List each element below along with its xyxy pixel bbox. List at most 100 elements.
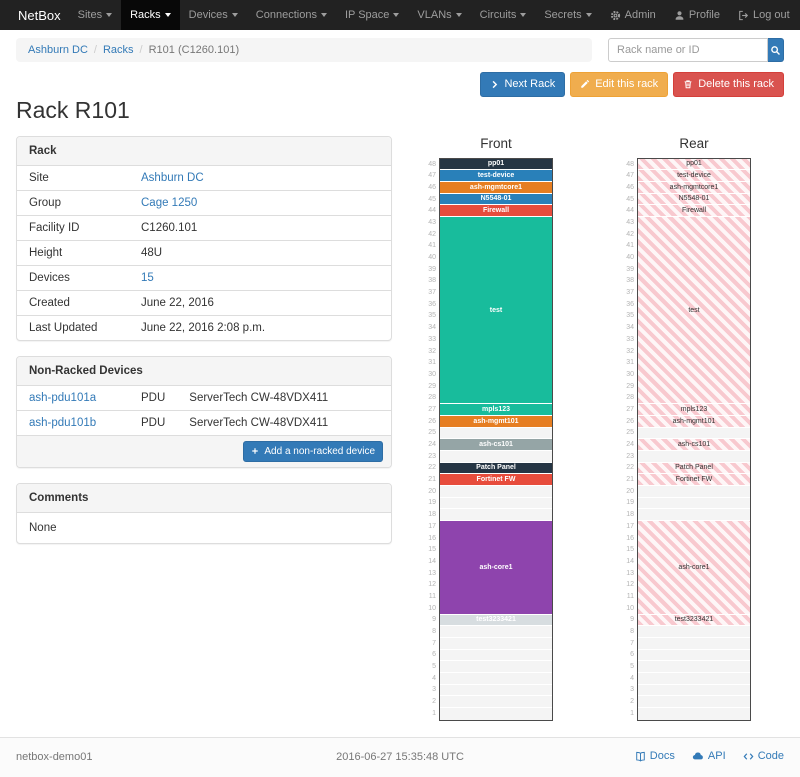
breadcrumb-link-racks[interactable]: Racks [102, 44, 134, 56]
nav-item-secrets[interactable]: Secrets [535, 0, 600, 30]
rack-empty-slot [440, 649, 552, 662]
rack-device[interactable]: test-device [440, 170, 552, 182]
device-link[interactable]: ash-pdu101a [29, 391, 97, 404]
delete-rack-button[interactable]: Delete this rack [673, 72, 784, 97]
breadcrumb-link-site[interactable]: Ashburn DC [28, 44, 88, 56]
rack-device[interactable]: test [638, 216, 750, 405]
rack-device[interactable]: test-device [638, 170, 750, 182]
unit-number: 26 [428, 417, 436, 425]
api-link[interactable]: API [692, 750, 726, 762]
unit-number: 45 [626, 195, 634, 203]
nav-item-ip-space[interactable]: IP Space [336, 0, 408, 30]
unit-number: 39 [626, 265, 634, 273]
attr-label: Created [17, 289, 129, 315]
unit-number: 31 [428, 359, 436, 367]
unit-number: 43 [626, 218, 634, 226]
nav-item-logout[interactable]: Log out [729, 0, 799, 30]
caret-down-icon [585, 13, 592, 17]
rack-device[interactable]: ash-core1 [440, 521, 552, 615]
unit-number: 38 [428, 277, 436, 285]
code-link[interactable]: Code [743, 750, 784, 762]
unit-number: 23 [626, 452, 634, 460]
group-link[interactable]: Cage 1250 [141, 196, 198, 209]
unit-number: 23 [428, 452, 436, 460]
unit-number: 8 [432, 628, 436, 635]
unit-number: 16 [626, 534, 634, 542]
pencil-icon [581, 80, 590, 88]
edit-rack-label: Edit this rack [595, 78, 659, 90]
rack-device[interactable]: pp01 [440, 158, 552, 171]
unit-number: 32 [428, 347, 436, 355]
logout-label: Log out [753, 9, 790, 21]
rack-device[interactable]: mpls123 [638, 404, 750, 416]
book-icon [636, 751, 645, 762]
docs-link[interactable]: Docs [635, 750, 675, 762]
rack-empty-slot [638, 485, 750, 498]
rack-device[interactable]: pp01 [638, 158, 750, 171]
attr-label: Last Updated [17, 314, 129, 340]
rack-device[interactable]: test3233421 [638, 614, 750, 627]
nav-item-devices[interactable]: Devices [180, 0, 247, 30]
nav-label: Connections [255, 9, 317, 21]
page-content: Next Rack Edit this rack Delete this rac… [0, 72, 800, 721]
rack-device[interactable]: Firewall [638, 205, 750, 217]
attr-label: Height [17, 239, 129, 265]
unit-number: 42 [428, 230, 436, 238]
rack-device[interactable]: Patch Panel [638, 462, 750, 475]
rack-device[interactable]: ash-core1 [638, 521, 750, 615]
trash-icon [684, 80, 692, 89]
caret-down-icon [455, 13, 462, 17]
gear-icon [610, 10, 620, 20]
caret-down-icon [231, 13, 238, 17]
nav-item-connections[interactable]: Connections [247, 0, 336, 30]
next-rack-button[interactable]: Next Rack [480, 72, 566, 97]
rack-device[interactable]: Patch Panel [440, 462, 552, 475]
rack-device[interactable]: ash-mgmtcore1 [638, 181, 750, 194]
unit-numbers-column: 48 47 46 45 44 43 42 41 40 39 38 37 36 35 34 33 32 31 30 29… [425, 158, 439, 721]
nav-item-admin[interactable]: Admin [601, 0, 665, 30]
rack-device[interactable]: N5548-01 [440, 193, 552, 206]
rack-panel: Rack Site Ashburn DC Group Cage 1250 Facil… [16, 135, 392, 341]
unit-number: 24 [626, 441, 634, 448]
rack-empty-slot [440, 626, 552, 638]
rack-device[interactable]: ash-mgmtcore1 [440, 181, 552, 194]
unit-number: 33 [626, 335, 634, 343]
unit-number: 27 [428, 405, 436, 413]
site-link[interactable]: Ashburn DC [141, 171, 204, 184]
unit-number: 48 [428, 160, 436, 168]
search-button[interactable] [768, 38, 784, 62]
rack-device[interactable]: ash-cs101 [440, 439, 552, 451]
app-brand[interactable]: NetBox [18, 7, 61, 23]
nav-item-racks[interactable]: Racks [121, 0, 180, 30]
rack-device[interactable]: ash-mgmt101 [638, 415, 750, 428]
rack-device[interactable]: test3233421 [440, 614, 552, 627]
rack-device[interactable]: ash-mgmt101 [440, 415, 552, 428]
rack-device[interactable]: test [440, 216, 552, 405]
attr-label: Site [29, 171, 49, 184]
rack-device[interactable]: mpls123 [440, 404, 552, 416]
devices-count-link[interactable]: 15 [141, 271, 154, 284]
rack-device[interactable]: ash-cs101 [638, 439, 750, 451]
unit-number: 20 [626, 487, 634, 495]
device-link[interactable]: ash-pdu101b [29, 416, 97, 429]
log-out-icon [739, 10, 749, 20]
nav-item-sites[interactable]: Sites [69, 0, 121, 30]
rack-device[interactable]: Firewall [440, 205, 552, 217]
timestamp: 2016-06-27 15:35:48 UTC [336, 751, 464, 764]
nav-item-profile[interactable]: Profile [665, 0, 729, 30]
rack-device[interactable]: Fortinet FW [440, 474, 552, 486]
unit-number: 36 [626, 300, 634, 308]
rack-device[interactable]: Fortinet FW [638, 474, 750, 486]
comments-panel: Comments None [16, 482, 392, 544]
unit-number: 37 [428, 289, 436, 297]
facility-id-value: C1260.101 [129, 214, 391, 240]
rack-search-input[interactable] [608, 38, 768, 62]
hostname: netbox-demo01 [16, 751, 93, 764]
nav-item-vlans[interactable]: VLANs [408, 0, 470, 30]
breadcrumb: Ashburn DC / Racks / R101 (C1260.101) [16, 38, 592, 62]
add-nonracked-device-button[interactable]: Add a non-racked device [243, 440, 383, 462]
nav-item-circuits[interactable]: Circuits [471, 0, 536, 30]
edit-rack-button[interactable]: Edit this rack [570, 72, 669, 97]
rack-device[interactable]: N5548-01 [638, 193, 750, 206]
last-updated-value: June 22, 2016 2:08 p.m. [129, 314, 391, 340]
